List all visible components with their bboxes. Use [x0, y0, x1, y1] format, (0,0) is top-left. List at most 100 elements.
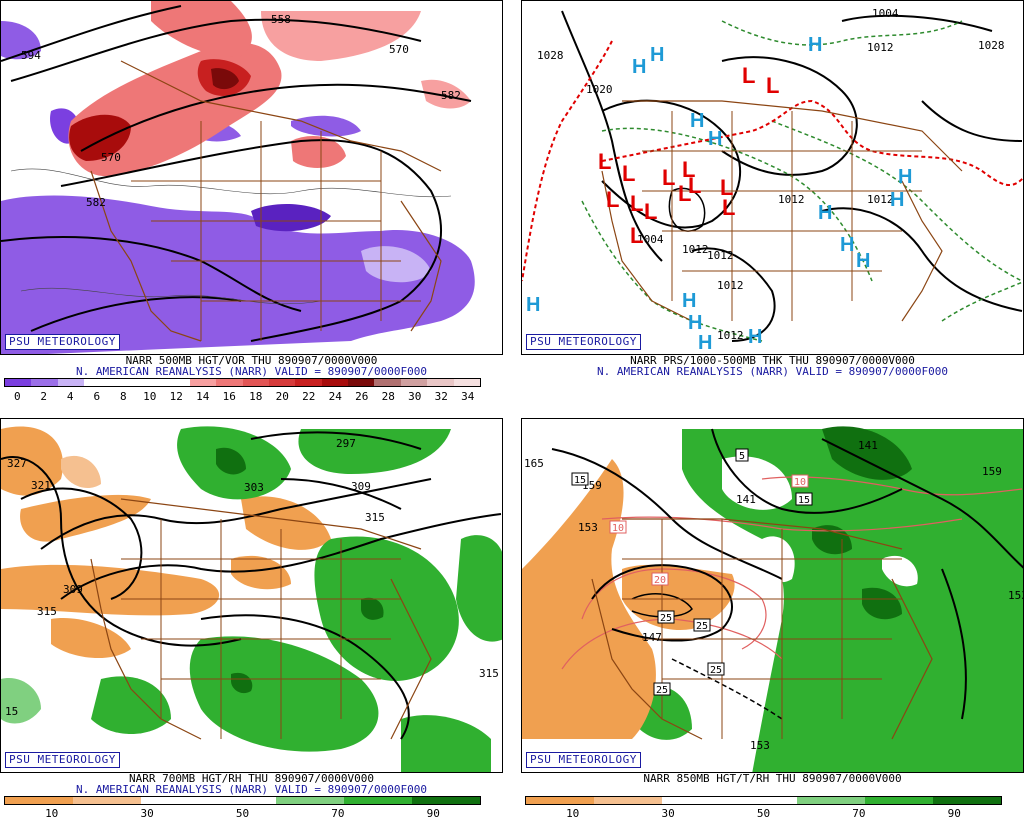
high-pressure-marker: H: [526, 294, 540, 316]
colorbar-swatch: [5, 797, 73, 804]
contour-label: 303: [244, 481, 264, 494]
colorbar-swatch: [140, 797, 209, 804]
low-pressure-marker: L: [682, 157, 695, 182]
caption-line1: NARR 700MB HGT/RH THU 890907/0000V000: [128, 772, 375, 785]
colorbar-swatch: [348, 379, 375, 386]
colorbar-tick-label: 28: [381, 390, 395, 403]
psu-meteorology-credit: PSU METEOROLOGY: [5, 334, 120, 350]
colorbar-tick-label: 24: [328, 390, 342, 403]
low-pressure-marker: L: [662, 165, 675, 190]
temp-label: 15: [798, 495, 810, 506]
contour-label: 153: [1008, 589, 1024, 602]
colorbar-swatch: [526, 797, 594, 804]
colorbar-tick-label: 14: [196, 390, 210, 403]
contour-label: 315: [365, 511, 385, 524]
psu-meteorology-credit: PSU METEOROLOGY: [526, 334, 641, 350]
panel-850mb-temp-rh: 165 159 153 141 147 153 141 159 153 5 15…: [521, 418, 1024, 820]
caption-line2: N. AMERICAN REANALYSIS (NARR) VALID = 89…: [76, 365, 427, 378]
caption-line2: N. AMERICAN REANALYSIS (NARR) VALID = 89…: [597, 365, 948, 378]
colorbar-swatch: [84, 379, 111, 386]
colorbar-tick-label: 70: [852, 807, 866, 820]
temp-label: 15: [574, 475, 586, 486]
contour-label: 141: [736, 493, 756, 506]
colorbar-swatch: [208, 797, 277, 804]
pressure-label: 1028: [537, 49, 564, 62]
colorbar-swatch: [374, 379, 401, 386]
colorbar-tick-label: 50: [756, 807, 771, 820]
contour-label: 582: [441, 89, 461, 102]
high-pressure-marker: H: [808, 34, 822, 56]
colorbar-swatch: [72, 797, 141, 804]
pressure-label: 1012: [778, 193, 805, 206]
colorbar-tick-label: 18: [249, 390, 263, 403]
colorbar-tick-label: 10: [566, 807, 580, 820]
low-pressure-marker: L: [742, 63, 755, 88]
psu-meteorology-credit: PSU METEOROLOGY: [5, 752, 120, 768]
low-pressure-marker: L: [678, 181, 691, 206]
low-pressure-marker: L: [630, 223, 643, 248]
map-mslp: 1004 1012 1028 1020 1028 1012 1004 1012 …: [521, 0, 1024, 355]
psu-meteorology-credit: PSU METEOROLOGY: [526, 752, 641, 768]
contour-label: 165: [524, 457, 544, 470]
caption-line2: N. AMERICAN REANALYSIS (NARR) VALID = 89…: [76, 783, 427, 796]
colorbar-swatch: [5, 379, 32, 386]
contour-label: 141: [858, 439, 878, 452]
pressure-label: 1020: [586, 83, 613, 96]
contour-label: 309: [63, 583, 83, 596]
low-pressure-marker: L: [722, 195, 735, 220]
high-pressure-marker: H: [840, 234, 854, 256]
colorbar-tick-label: 16: [222, 390, 236, 403]
colorbar-swatch: [797, 797, 866, 804]
colorbar-swatch: [344, 797, 413, 804]
colorbar-tick-label: 30: [408, 390, 422, 403]
colorbar-swatch: [427, 379, 454, 386]
high-pressure-marker: H: [650, 44, 664, 66]
temp-label: 25: [660, 613, 672, 624]
pressure-label: 1012: [717, 279, 744, 292]
high-pressure-marker: H: [856, 250, 870, 272]
contour-label: 582: [86, 196, 106, 209]
colorbar-swatch: [933, 797, 1002, 804]
temp-label: 10: [794, 477, 806, 488]
high-pressure-marker: H: [698, 332, 712, 354]
contour-label: 594: [21, 49, 41, 62]
colorbar-tick-label: 6: [93, 390, 101, 403]
colorbar-tick-label: 10: [45, 807, 59, 820]
panel-sea-level-pressure-thickness: 1004 1012 1028 1020 1028 1012 1004 1012 …: [521, 0, 1024, 405]
low-pressure-marker: L: [766, 73, 779, 98]
high-pressure-marker: H: [818, 202, 832, 224]
colorbar-swatch: [661, 797, 730, 804]
map-700mb-graphic: 327 321 303 309 315 297 309 315 315 15: [1, 426, 502, 772]
colorbar-tick-label: 2: [40, 390, 48, 403]
low-pressure-marker: L: [720, 175, 733, 200]
temp-label: 10: [612, 523, 624, 534]
low-pressure-marker: L: [630, 191, 643, 216]
contour-label: 15: [5, 705, 18, 718]
colorbar-swatch: [216, 379, 243, 386]
high-pressure-marker: H: [690, 110, 704, 132]
pressure-label: 1012: [867, 193, 894, 206]
colorbar-tick-label: 50: [235, 807, 250, 820]
low-pressure-marker: L: [688, 173, 701, 198]
colorbar-tick-label: 30: [140, 807, 154, 820]
contour-label: 147: [642, 631, 662, 644]
high-pressure-marker: H: [898, 166, 912, 188]
colorbar-tick-label: 90: [947, 807, 961, 820]
contour-label: 315: [479, 667, 499, 680]
contour-label: 321: [31, 479, 51, 492]
colorbar-swatch: [31, 379, 58, 386]
low-pressure-marker: L: [644, 199, 657, 224]
high-pressure-marker: H: [688, 312, 702, 334]
colorbar-tick-label: 4: [66, 390, 74, 403]
low-pressure-marker: L: [606, 187, 619, 212]
contour-label: 153: [578, 521, 598, 534]
pressure-label: 1012: [707, 249, 734, 262]
colorbar-swatch: [189, 379, 217, 386]
rh-colorbar-ticks: 10 30 50 70 90: [4, 807, 481, 820]
colorbar-swatch: [110, 379, 137, 386]
colorbar-swatch: [295, 379, 322, 386]
vorticity-colorbar: [4, 378, 481, 387]
colorbar-tick-label: 70: [331, 807, 345, 820]
rh-colorbar: [525, 796, 1002, 805]
colorbar-tick-label: 22: [302, 390, 316, 403]
